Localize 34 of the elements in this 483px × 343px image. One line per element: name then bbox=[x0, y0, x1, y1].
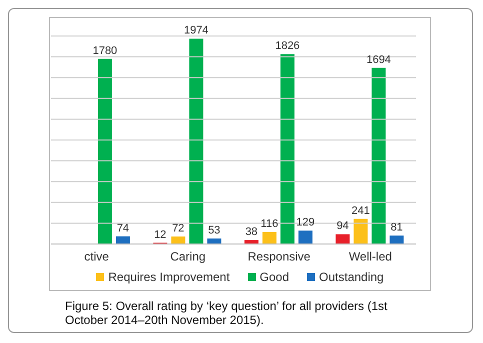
data-label: 1780 bbox=[92, 44, 118, 57]
caption: Figure 5: Overall rating by ‘key question’ for all providers (1st October 2014–20th November 2015). bbox=[65, 299, 388, 327]
x-tick-label: Caring bbox=[170, 250, 206, 264]
data-label: 1974 bbox=[184, 24, 208, 37]
bar bbox=[336, 234, 350, 244]
bar bbox=[116, 236, 130, 244]
data-label: 116 bbox=[260, 218, 278, 230]
legend-label: Outstanding bbox=[318, 270, 384, 284]
bar bbox=[207, 238, 222, 244]
x-tick-label: ctive bbox=[84, 250, 110, 264]
bar bbox=[390, 236, 404, 244]
legend-label: Requires Improvement bbox=[107, 270, 230, 284]
data-label: 1694 bbox=[366, 54, 391, 66]
bar bbox=[98, 58, 112, 244]
legend-label: Good bbox=[258, 270, 290, 284]
data-label: 241 bbox=[352, 204, 370, 217]
data-label: 53 bbox=[208, 224, 220, 236]
bar bbox=[262, 232, 276, 244]
bar bbox=[189, 38, 204, 244]
data-label: 38 bbox=[245, 226, 258, 238]
data-label: 12 bbox=[154, 228, 166, 241]
bar bbox=[171, 236, 186, 244]
x-tick-label: Well-led bbox=[348, 250, 392, 264]
bar bbox=[280, 54, 294, 244]
data-label: 1826 bbox=[275, 40, 300, 52]
data-label: 74 bbox=[116, 222, 130, 234]
x-tick-label: Responsive bbox=[248, 250, 311, 264]
data-label: 129 bbox=[296, 216, 315, 229]
bar bbox=[354, 218, 368, 244]
data-label: 72 bbox=[172, 222, 184, 235]
bar bbox=[298, 230, 312, 244]
data-label: 94 bbox=[336, 220, 349, 232]
bar bbox=[372, 68, 386, 244]
data-label: 81 bbox=[390, 222, 403, 234]
